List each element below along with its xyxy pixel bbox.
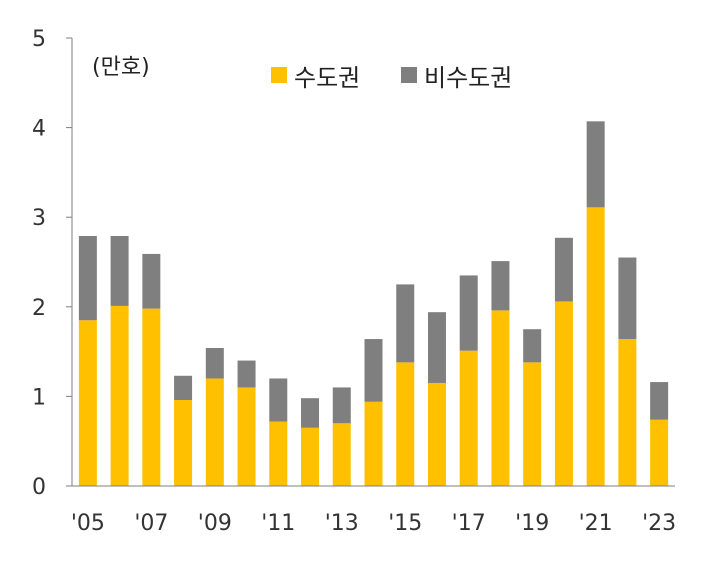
x-tick-label: '17 [452,511,486,536]
bar-capital-2007 [142,308,161,486]
y-tick-label: 3 [32,206,46,231]
bar-capital-2021 [586,207,605,486]
x-tick-label: '05 [71,511,105,536]
x-tick-label: '15 [388,511,422,536]
bar-noncapital-2007 [142,253,161,309]
x-tick-label: '09 [198,511,232,536]
bar-capital-2006 [110,305,129,486]
bar-capital-2014 [364,401,383,486]
y-axis: 0 1 2 3 4 5 [32,27,73,500]
bar-noncapital-2016 [427,312,446,383]
legend-swatch-noncapital [401,67,417,83]
bar-noncapital-2008 [174,375,193,400]
bars [78,121,669,486]
bar-capital-2012 [301,427,320,486]
bar-noncapital-2013 [332,387,351,424]
x-tick-label: '07 [134,511,168,536]
bar-noncapital-2010 [237,360,256,388]
unit-label: (만호) [92,55,150,80]
bar-noncapital-2020 [554,237,573,302]
legend-swatch-capital [271,67,287,83]
bar-capital-2005 [78,320,97,486]
bar-noncapital-2022 [618,257,637,340]
bar-noncapital-2006 [110,236,129,306]
x-tick-label: '21 [579,511,613,536]
bar-capital-2011 [269,421,288,486]
bar-noncapital-2018 [491,261,510,311]
bar-noncapital-2017 [459,275,478,351]
y-tick-label: 5 [32,27,46,52]
bar-noncapital-2011 [269,378,288,422]
bar-noncapital-2015 [396,284,415,363]
bar-capital-2019 [523,362,542,486]
bar-capital-2023 [650,419,669,486]
x-tick-label: '19 [515,511,549,536]
y-tick-label: 2 [32,296,46,321]
bar-capital-2017 [459,350,478,486]
legend-label-noncapital: 비수도권 [424,64,512,92]
y-tick-label: 0 [32,475,46,500]
bar-capital-2018 [491,310,510,486]
bar-capital-2013 [332,423,351,486]
x-tick-label: '11 [261,511,295,536]
bar-capital-2020 [554,301,573,486]
y-tick-label: 4 [32,117,46,142]
bar-capital-2015 [396,362,415,486]
bar-noncapital-2012 [301,398,320,428]
bar-noncapital-2021 [586,121,605,208]
bar-capital-2008 [174,399,193,486]
bar-capital-2010 [237,387,256,486]
y-tick-label: 1 [32,385,46,410]
x-tick-label: '23 [642,511,676,536]
bar-noncapital-2014 [364,339,383,402]
x-axis: '05 '07 '09 '11 '13 '15 '17 '19 '21 '23 [71,485,676,536]
bar-capital-2022 [618,339,637,486]
bar-capital-2009 [205,378,224,486]
legend: 수도권 비수도권 [271,64,512,92]
legend-label-capital: 수도권 [294,64,360,92]
bar-noncapital-2023 [650,382,669,420]
x-tick-label: '13 [325,511,359,536]
bar-capital-2016 [427,382,446,486]
bar-noncapital-2005 [78,236,97,321]
bar-noncapital-2019 [523,329,542,363]
bar-noncapital-2009 [205,348,224,379]
